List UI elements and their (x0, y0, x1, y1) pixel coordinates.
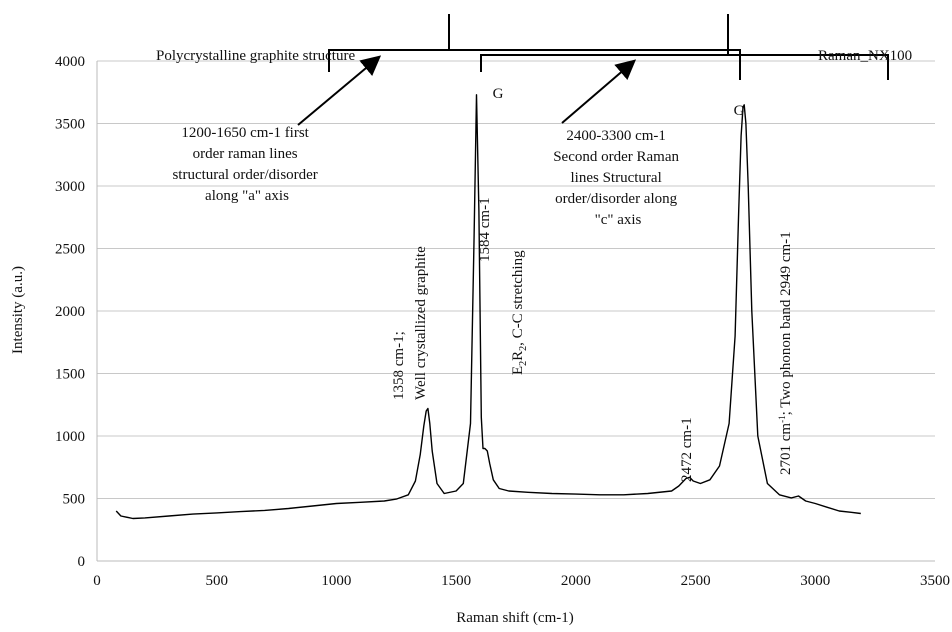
series-line-raman-nx100 (115, 94, 861, 520)
second-order-line-4: order/disorder along (555, 191, 678, 207)
second-order-line-2: Second order Raman (553, 149, 679, 165)
e2r2-sub1: 2 (518, 361, 529, 366)
y-tick-label: 2000 (55, 304, 85, 320)
peak-1584-label: 1584 cm-1 (477, 197, 493, 262)
y-tick-label: 0 (78, 554, 86, 570)
y-tick-label: 4000 (55, 54, 85, 70)
x-tick-label: 2500 (681, 573, 711, 589)
peak-1358-label: 1358 cm-1; Well crystallized graphite (391, 246, 429, 400)
x-tick-label: 500 (205, 573, 228, 589)
axes (96, 61, 935, 562)
e2r2-label: E2R2, C-C stretching (510, 250, 529, 375)
y-tick-label: 2500 (55, 242, 85, 258)
y-axis-title: Intensity (a.u.) (10, 266, 26, 354)
x-tick-label: 3500 (920, 573, 950, 589)
first-order-line-4: along "a" axis (205, 188, 289, 204)
second-order-note: 2400-3300 cm-1 Second order Raman lines … (553, 128, 683, 228)
second-order-line-3: lines Structural (571, 170, 662, 186)
peak-1358-line-2: Well crystallized graphite (413, 246, 429, 400)
y-tick-label: 1000 (55, 429, 85, 445)
second-order-line-1: 2400-3300 cm-1 (566, 128, 666, 144)
gridlines (97, 60, 935, 499)
y-tick-label: 3500 (55, 117, 85, 133)
x-tick-label: 1500 (441, 573, 471, 589)
x-tick-label: 0 (93, 573, 101, 589)
x-tick-label: 3000 (800, 573, 830, 589)
x-tick-label: 1000 (321, 573, 351, 589)
second-order-line-5: "c" axis (595, 212, 642, 228)
first-order-line-1: 1200-1650 cm-1 first (181, 125, 309, 141)
e2r2-e: E (510, 366, 526, 375)
raman-nx100-label: Raman_NX100 (818, 48, 912, 64)
x-tick-labels: 0 500 1000 1500 2000 2500 3000 3500 (93, 573, 950, 589)
y-tick-label: 3000 (55, 179, 85, 195)
first-order-bracket (328, 14, 741, 80)
y-tick-label: 1500 (55, 367, 85, 383)
e2r2-sub2: 2 (518, 346, 529, 351)
peak-1358-line-1: 1358 cm-1; (391, 331, 407, 400)
second-order-bracket (480, 14, 889, 80)
g-peak-label-2: G (734, 103, 745, 119)
p2701-text: 2701 cm (778, 423, 794, 475)
arrow-second-order (561, 59, 637, 124)
e2r2-r: R (510, 351, 526, 361)
x-tick-label: 2000 (561, 573, 591, 589)
first-order-line-3: structural order/disorder (172, 167, 317, 183)
g-peak-label-1: G (493, 86, 504, 102)
y-tick-label: 500 (63, 492, 86, 508)
peak-2472-label: 2472 cm-1 (679, 417, 695, 482)
first-order-line-2: order raman lines (193, 146, 298, 162)
e2r2-rest: , C-C stretching (510, 250, 526, 346)
x-axis-title: Raman shift (cm-1) (456, 610, 573, 626)
polycrystalline-label: Polycrystalline graphite structure (156, 48, 355, 64)
y-tick-labels: 0 500 1000 1500 2000 2500 3000 3500 4000 (55, 54, 85, 570)
p2701-rest: ; Two phonon band 2949 cm-1 (778, 231, 794, 415)
first-order-note: 1200-1650 cm-1 first order raman lines s… (172, 125, 321, 204)
p2701-sup: -1 (777, 415, 787, 423)
arrow-first-order (297, 55, 382, 126)
peak-2701-label: 2701 cm-1; Two phonon band 2949 cm-1 (777, 231, 794, 475)
